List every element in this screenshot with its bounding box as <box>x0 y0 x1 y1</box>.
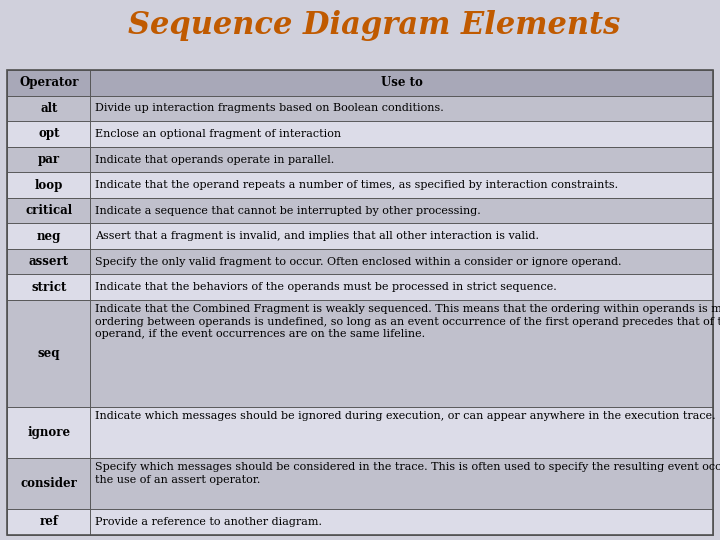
Text: par: par <box>37 153 60 166</box>
Bar <box>91 300 713 407</box>
Bar <box>91 96 713 122</box>
Text: critical: critical <box>25 204 73 217</box>
Text: neg: neg <box>37 230 61 242</box>
Bar <box>91 198 713 224</box>
Text: Enclose an optional fragment of interaction: Enclose an optional fragment of interact… <box>96 129 341 139</box>
Text: Indicate that operands operate in parallel.: Indicate that operands operate in parall… <box>96 154 335 165</box>
Text: Indicate which messages should be ignored during execution, or can appear anywhe: Indicate which messages should be ignore… <box>96 411 716 421</box>
Bar <box>91 274 713 300</box>
Text: ref: ref <box>40 515 58 528</box>
Bar <box>91 224 713 249</box>
Bar <box>7 172 91 198</box>
Bar <box>7 509 91 535</box>
Text: Indicate a sequence that cannot be interrupted by other processing.: Indicate a sequence that cannot be inter… <box>96 206 481 215</box>
Bar <box>91 172 713 198</box>
Bar <box>7 407 91 458</box>
Bar <box>7 70 713 535</box>
Text: alt: alt <box>40 102 58 115</box>
Text: Indicate that the Combined Fragment is weakly sequenced. This means that the ord: Indicate that the Combined Fragment is w… <box>96 304 720 340</box>
Bar <box>7 274 91 300</box>
Bar <box>7 458 91 509</box>
Bar <box>7 147 91 172</box>
Bar <box>91 147 713 172</box>
Text: opt: opt <box>38 127 60 140</box>
Text: Specify the only valid fragment to occur. Often enclosed within a consider or ig: Specify the only valid fragment to occur… <box>96 256 622 267</box>
Bar <box>7 224 91 249</box>
Bar <box>7 122 91 147</box>
Text: assert: assert <box>29 255 69 268</box>
Bar <box>7 300 91 407</box>
Text: Specify which messages should be considered in the trace. This is often used to : Specify which messages should be conside… <box>96 462 720 485</box>
Text: Sequence Diagram Elements: Sequence Diagram Elements <box>128 10 621 41</box>
Bar <box>91 122 713 147</box>
Bar <box>7 198 91 224</box>
Bar <box>7 249 91 274</box>
Text: Divide up interaction fragments based on Boolean conditions.: Divide up interaction fragments based on… <box>96 104 444 113</box>
Text: Assert that a fragment is invalid, and implies that all other interaction is val: Assert that a fragment is invalid, and i… <box>96 231 539 241</box>
Text: consider: consider <box>20 477 77 490</box>
Bar <box>91 249 713 274</box>
Bar <box>91 509 713 535</box>
Text: loop: loop <box>35 179 63 192</box>
Bar <box>91 70 713 96</box>
Text: ignore: ignore <box>27 426 71 439</box>
Text: Operator: Operator <box>19 77 78 90</box>
Text: Use to: Use to <box>381 77 423 90</box>
Text: Indicate that the behaviors of the operands must be processed in strict sequence: Indicate that the behaviors of the opera… <box>96 282 557 292</box>
Text: Provide a reference to another diagram.: Provide a reference to another diagram. <box>96 517 323 527</box>
Text: seq: seq <box>37 347 60 360</box>
Text: Indicate that the operand repeats a number of times, as specified by interaction: Indicate that the operand repeats a numb… <box>96 180 618 190</box>
Text: strict: strict <box>31 281 66 294</box>
Bar <box>7 96 91 122</box>
Bar <box>91 458 713 509</box>
Bar <box>7 70 91 96</box>
Bar <box>91 407 713 458</box>
